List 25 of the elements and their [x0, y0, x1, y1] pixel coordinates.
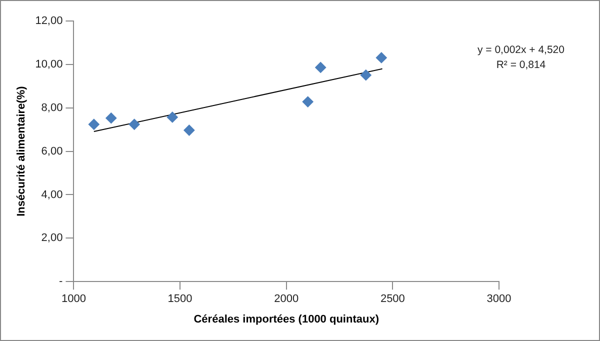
y-tick-label: - [59, 276, 64, 288]
point [128, 118, 140, 130]
point [106, 112, 117, 124]
point [315, 62, 326, 73]
point [376, 52, 387, 64]
x-axis-title: Céréales importées (1000 quintaux) [194, 313, 380, 326]
y-tick-label: 6,00 [41, 145, 63, 158]
x-tick-label: 3000 [486, 293, 512, 306]
y-tick-label: 8,00 [41, 102, 63, 114]
annotation: y = 0,002x + 4,520 [476, 43, 566, 58]
y-tick-label: 2,00 [41, 232, 63, 244]
x-tick-label: 1000 [61, 293, 86, 306]
x-tick-label: 2000 [274, 293, 299, 306]
point [166, 112, 178, 123]
y-tick-label: 10,00 [35, 58, 63, 70]
y-tick-label: 4,00 [41, 188, 63, 201]
x-tick-label: 1500 [168, 293, 192, 306]
point [302, 96, 314, 108]
point [360, 70, 372, 81]
annotation: R² = 0,814 [495, 58, 547, 73]
y-tick-label: 12,00 [35, 15, 63, 28]
point [184, 124, 195, 136]
y-axis-title: Insécurité alimentaire(%) [16, 86, 28, 216]
point [88, 118, 100, 130]
x-tick-label: 2500 [380, 293, 405, 306]
